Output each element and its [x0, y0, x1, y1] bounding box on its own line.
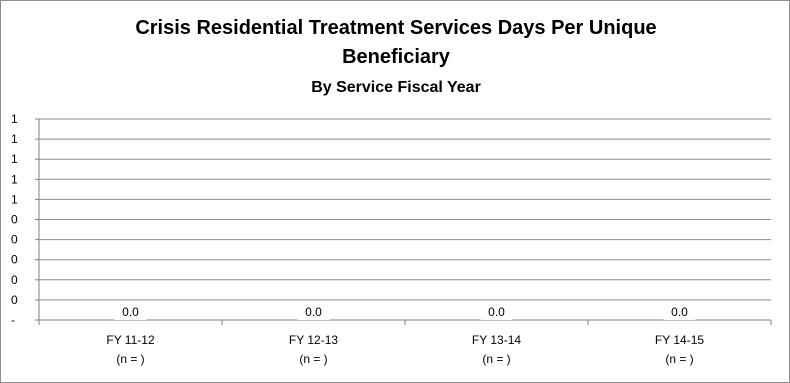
x-category-label: FY 12-13 [289, 333, 338, 347]
y-tick-label: 0 [11, 233, 18, 247]
x-category-label: FY 11-12 [106, 333, 155, 347]
data-label: 0.0 [671, 305, 688, 319]
y-tick-label: 0 [11, 213, 18, 227]
chart-title-line-2: Beneficiary [342, 46, 451, 68]
x-category-note: (n = ) [299, 352, 327, 366]
y-tick-label: 0 [11, 253, 18, 267]
x-category-note: (n = ) [116, 352, 144, 366]
x-category-note: (n = ) [482, 352, 510, 366]
y-tick-label: 1 [11, 192, 18, 206]
data-label-box [480, 302, 513, 320]
plot-layer: - 0 0 0 0 0 1 1 1 1 1 0.0 FY 11-12 (n = ) 0.0 FY 12-13 (… [11, 112, 772, 366]
data-label-box [114, 302, 147, 320]
data-label: 0.0 [305, 305, 322, 319]
y-tick-label: 0 [11, 293, 18, 307]
data-label-box [663, 302, 696, 320]
y-tick-label: 0 [11, 273, 18, 287]
x-category-note: (n = ) [665, 352, 693, 366]
chart-subtitle: By Service Fiscal Year [311, 79, 481, 96]
y-tick-label: 1 [11, 132, 18, 146]
y-tick-label: 1 [11, 112, 18, 126]
x-category-label: FY 14-15 [655, 333, 704, 347]
y-tick-label: 1 [11, 152, 18, 166]
y-tick-label: 1 [11, 172, 18, 186]
chart-title: Crisis Residential Treatment Services Da… [135, 17, 656, 39]
y-tick-label: - [11, 313, 15, 327]
data-label: 0.0 [122, 305, 139, 319]
data-label-box [297, 302, 330, 320]
data-label: 0.0 [488, 305, 505, 319]
x-category-label: FY 13-14 [472, 333, 521, 347]
